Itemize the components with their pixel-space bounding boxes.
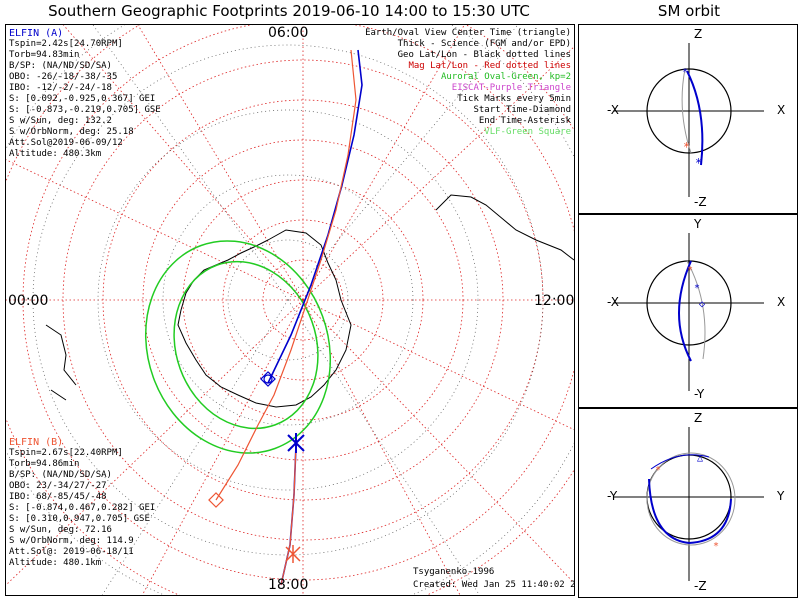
svg-text:*: * — [682, 67, 688, 78]
svg-text:△: △ — [697, 453, 703, 464]
legend-entry: Mag Lat/Lon - Red dotted lines — [408, 61, 571, 71]
info-line: IBO: -12/-2/-24/-18 — [9, 83, 112, 93]
elfin-b-label: ELFIN (B) — [9, 437, 64, 448]
legend-entry: VLF-Green Square — [484, 127, 571, 137]
sm-panel-xy: * * ◇ Y -Y -X X — [578, 214, 798, 408]
axis-label-left: -X — [607, 295, 619, 309]
elfin-b-lower-track — [280, 444, 297, 586]
axis-label-left: -X — [607, 103, 619, 117]
axis-label-bottom: -Z — [694, 579, 707, 593]
info-line: S: [0.092,-0.925,0.367] GEI — [9, 94, 156, 104]
axis-label-right: X — [777, 295, 786, 309]
hour-label-left: 00:00 — [8, 293, 49, 309]
elfin-a-start-diamond — [260, 371, 276, 387]
info-line: S w/Sun, deg: 72.16 — [9, 525, 112, 535]
info-line: Tspin=2.42s[24.70RPM] — [9, 39, 123, 49]
elfin-b-start-diamond — [208, 492, 224, 508]
axis-label-bottom: -Z — [694, 195, 707, 209]
info-line: S w/OrbNorm, deg: 114.9 — [9, 536, 134, 546]
legend: Earth/Oval View Center Time (triangle) T… — [365, 28, 571, 138]
svg-text:*: * — [695, 156, 702, 170]
axis-label-right: X — [777, 103, 786, 117]
axis-label-top: Y — [694, 217, 702, 231]
info-line: S: [-0.873,-0.219,0.705] GSE — [9, 105, 161, 115]
legend-entry: Tick Marks every 5min — [457, 94, 571, 104]
axis-label-top: Z — [694, 27, 703, 41]
axis-label-right: Y — [777, 489, 785, 503]
info-line: IBO: 68/-85/45/-48 — [9, 492, 107, 502]
elfin-b-track — [215, 49, 357, 501]
auroral-oval — [144, 240, 332, 454]
svg-text:◇: ◇ — [699, 299, 705, 310]
info-line: Altitude: 480.3km — [9, 149, 102, 159]
svg-text:*: * — [655, 465, 661, 476]
axis-label-left: -Y — [607, 489, 618, 503]
sm-panel-yz-svg: * △ * — [614, 427, 764, 581]
info-line: S: [-0.874,0.467,0.282] GEI — [9, 503, 156, 513]
info-line: Att.Sol@: 2019-06-18/11 — [9, 547, 134, 557]
sm-panel-xz: * * * Z -Z -X X — [578, 24, 798, 214]
info-line: B/SP: (NA/ND/SD/SA) — [9, 470, 112, 480]
antarctica-coastline — [177, 229, 352, 408]
elfin-a-track — [267, 49, 363, 384]
legend-entry: End Time-Asterisk — [478, 116, 571, 126]
hour-label-right: 12:00 — [534, 293, 575, 309]
elfin-b-info: ELFIN (B) Tspin=2.67s[22.40RPM] Torb=94.… — [9, 437, 155, 569]
polar-footprint-map: 06:00 00:00 12:00 18:00 ELFIN (A) Tspin=… — [5, 24, 575, 596]
elfin-a-info: ELFIN (A) Tspin=2.42s[24.70RPM] Torb=94.… — [9, 28, 161, 160]
elfin-a-end-asterisk — [287, 433, 305, 453]
info-line: Att.Sol@2019-06-09/12 — [9, 138, 123, 148]
info-line: OBO: -26/-18/-38/-35 — [9, 72, 118, 82]
south-america-coastline — [435, 194, 574, 261]
info-line: Altitude: 480.1km — [9, 558, 102, 568]
sm-panel-yz: * △ * Z -Z -Y Y — [578, 408, 798, 598]
info-line: Torb=94.86min — [9, 459, 80, 469]
sm-orbit-title: SM orbit — [657, 2, 721, 20]
info-line: OBO: 23/-34/27/-27 — [9, 481, 107, 491]
legend-entry: Thick - Science (FGM and/or EPD) — [397, 39, 571, 49]
info-line: Tspin=2.67s[22.40RPM] — [9, 448, 123, 458]
axis-label-bottom: -Y — [694, 387, 705, 401]
info-line: S w/OrbNorm, deg: 25.18 — [9, 127, 134, 137]
chart-title: Southern Geographic Footprints 2019-06-1… — [48, 2, 530, 20]
elfin-b-end-asterisk — [285, 545, 301, 563]
landmass-coastline — [45, 324, 77, 401]
svg-text:*: * — [683, 140, 690, 154]
legend-entry: Geo Lat/Lon - Black dotted lines — [397, 50, 571, 60]
model-credit: Tsyganenko-1996 — [413, 567, 495, 577]
hour-label-top: 06:00 — [268, 25, 309, 41]
svg-text:*: * — [713, 541, 719, 552]
info-line: S: [0.310,0.947,0.705] GSE — [9, 514, 150, 524]
legend-entry: Start Time-Diamond — [473, 105, 571, 115]
svg-text:*: * — [687, 265, 693, 276]
legend-entry: EISCAT-Purple Triangle — [451, 83, 571, 93]
axis-label-top: Z — [694, 411, 703, 425]
legend-entry: Auroral Oval-Green, kp=2 — [440, 72, 571, 82]
info-line: B/SP: (NA/ND/SD/SA) — [9, 61, 112, 71]
polar-map-svg — [6, 25, 574, 595]
hour-label-bottom: 18:00 — [268, 577, 309, 593]
sm-panel-xy-svg: * * ◇ — [614, 233, 764, 391]
elfin-a-label: ELFIN (A) — [9, 28, 64, 39]
sm-panel-xz-svg: * * * — [614, 43, 764, 197]
elfin-a-lower-track — [280, 444, 297, 586]
info-line: S w/Sun, deg: 132.2 — [9, 116, 112, 126]
svg-text:*: * — [694, 283, 700, 294]
geo-lon-lines — [92, 25, 519, 595]
created-timestamp: Created: Wed Jan 25 11:40:02 2023 — [413, 580, 575, 590]
mag-lon-lines — [6, 25, 574, 595]
legend-entry: Earth/Oval View Center Time (triangle) — [365, 28, 571, 38]
info-line: Torb=94.83min — [9, 50, 80, 60]
